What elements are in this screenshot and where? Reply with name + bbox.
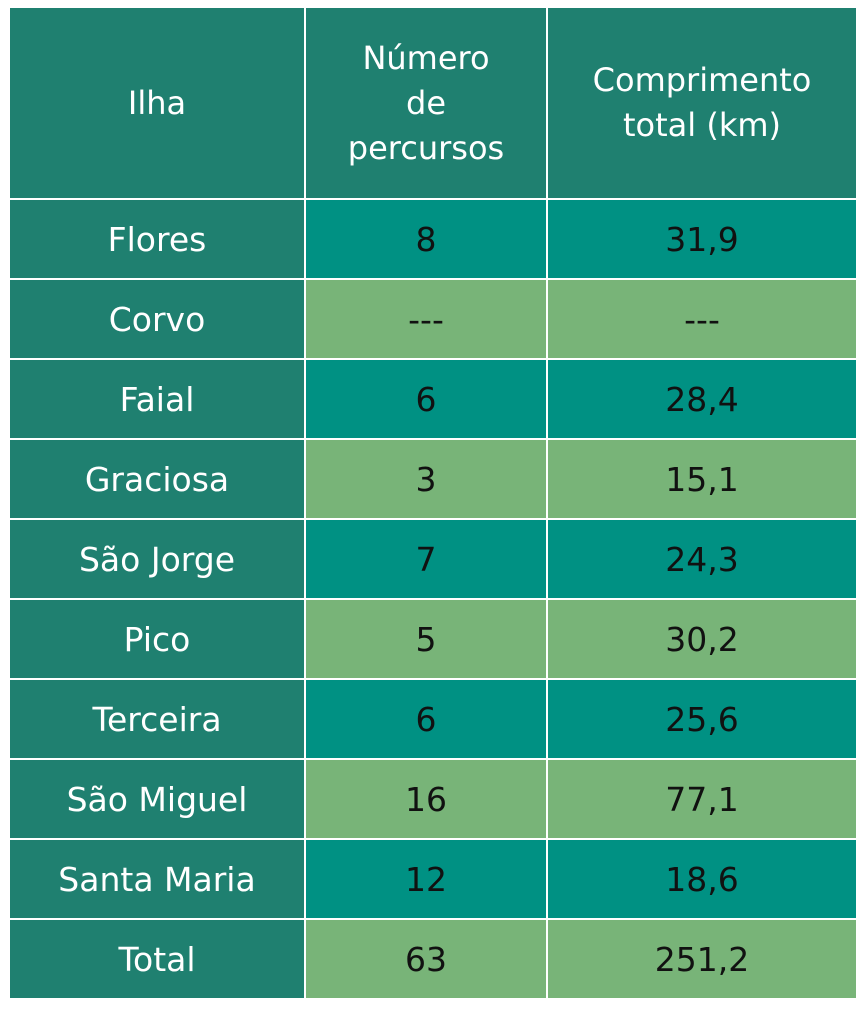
table-row: Flores 8 31,9 bbox=[8, 198, 858, 280]
header-numero-line: de bbox=[406, 83, 446, 122]
cell-comprimento: 25,6 bbox=[546, 678, 858, 760]
header-comprimento-total: Comprimento total (km) bbox=[546, 6, 858, 200]
header-numero-percursos: Número de percursos bbox=[304, 6, 548, 200]
cell-percursos: 12 bbox=[304, 838, 548, 920]
header-row: Ilha Número de percursos Comprimento tot… bbox=[8, 6, 858, 200]
table-row: Terceira 6 25,6 bbox=[8, 678, 858, 760]
cell-ilha: Corvo bbox=[8, 278, 306, 360]
table-row: São Miguel 16 77,1 bbox=[8, 758, 858, 840]
cell-ilha: Flores bbox=[8, 198, 306, 280]
cell-percursos: 8 bbox=[304, 198, 548, 280]
cell-ilha: Faial bbox=[8, 358, 306, 440]
cell-ilha: Graciosa bbox=[8, 438, 306, 520]
cell-percursos: --- bbox=[304, 278, 548, 360]
cell-comprimento: 31,9 bbox=[546, 198, 858, 280]
cell-comprimento: 28,4 bbox=[546, 358, 858, 440]
table-row: Faial 6 28,4 bbox=[8, 358, 858, 440]
cell-percursos: 7 bbox=[304, 518, 548, 600]
cell-ilha: Santa Maria bbox=[8, 838, 306, 920]
cell-comprimento: 30,2 bbox=[546, 598, 858, 680]
header-numero-line: percursos bbox=[347, 128, 505, 167]
cell-percursos: 6 bbox=[304, 678, 548, 760]
table-row: São Jorge 7 24,3 bbox=[8, 518, 858, 600]
cell-comprimento: 18,6 bbox=[546, 838, 858, 920]
cell-ilha: Pico bbox=[8, 598, 306, 680]
cell-comprimento: 77,1 bbox=[546, 758, 858, 840]
cell-ilha: São Jorge bbox=[8, 518, 306, 600]
cell-ilha-total: Total bbox=[8, 918, 306, 1000]
table-row: Pico 5 30,2 bbox=[8, 598, 858, 680]
cell-comprimento-total: 251,2 bbox=[546, 918, 858, 1000]
cell-percursos: 16 bbox=[304, 758, 548, 840]
cell-percursos: 6 bbox=[304, 358, 548, 440]
header-comprimento-line: total (km) bbox=[622, 106, 781, 144]
islands-trails-table: Ilha Número de percursos Comprimento tot… bbox=[8, 6, 858, 1000]
header-numero-line: Número bbox=[362, 38, 490, 77]
cell-comprimento: --- bbox=[546, 278, 858, 360]
header-ilha: Ilha bbox=[8, 6, 306, 200]
cell-percursos: 3 bbox=[304, 438, 548, 520]
cell-percursos-total: 63 bbox=[304, 918, 548, 1000]
cell-ilha: Terceira bbox=[8, 678, 306, 760]
table-row: Santa Maria 12 18,6 bbox=[8, 838, 858, 920]
table-row: Graciosa 3 15,1 bbox=[8, 438, 858, 520]
total-row: Total 63 251,2 bbox=[8, 918, 858, 1000]
cell-comprimento: 24,3 bbox=[546, 518, 858, 600]
table-row: Corvo --- --- bbox=[8, 278, 858, 360]
cell-ilha: São Miguel bbox=[8, 758, 306, 840]
cell-comprimento: 15,1 bbox=[546, 438, 858, 520]
header-comprimento-line: Comprimento bbox=[592, 61, 812, 99]
cell-percursos: 5 bbox=[304, 598, 548, 680]
